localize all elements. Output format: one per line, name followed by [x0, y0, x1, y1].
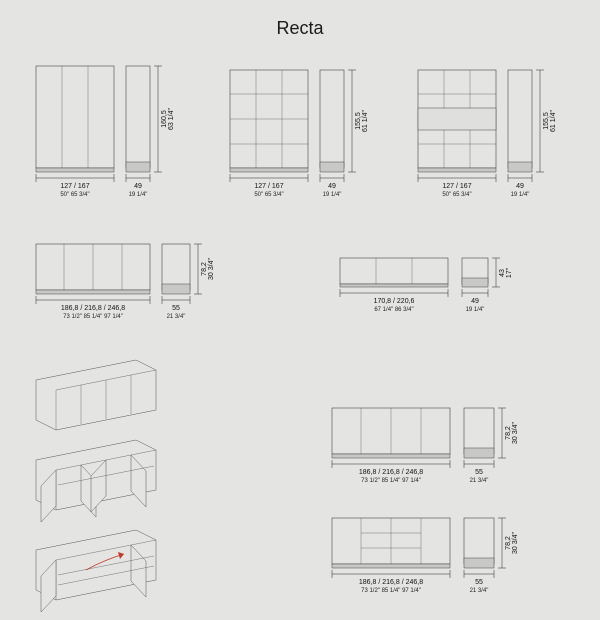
row4-side: 55 21 3/4" 78,2 30 3/4": [464, 518, 519, 594]
row2L-front: 186,8 / 216,8 / 246,8 73 1/2" 85 1/4" 97…: [36, 244, 150, 320]
row3-h-cm: 78,2: [505, 426, 512, 440]
row3-w-in: 73 1/2" 85 1/4" 97 1/4": [361, 478, 421, 484]
row1-unitB-front: 127 / 167 50" 65 3/4": [230, 70, 308, 198]
row1C-w-cm: 127 / 167: [442, 183, 471, 190]
row1C-h-cm: 155,5: [543, 112, 550, 130]
row1C-h-in: 61 1/4": [550, 110, 557, 132]
row2R-side: 49 19 1/4" 43 17": [462, 258, 513, 313]
iso-closed: [36, 360, 156, 430]
row1B-w-in: 50" 65 3/4": [254, 192, 283, 198]
row4-front: 186,8 / 216,8 / 246,8 73 1/2" 85 1/4" 97…: [332, 518, 450, 594]
row4-h-cm: 78,2: [505, 536, 512, 550]
row1A-w-cm: 127 / 167: [60, 183, 89, 190]
row1A-h-cm: 160,5: [161, 110, 168, 128]
row1A-d-in: 19 1/4": [129, 192, 148, 198]
row1-unitA-front: 127 / 167 50" 65 3/4": [36, 66, 114, 198]
row1B-d-cm: 49: [328, 183, 336, 190]
row3-w-cm: 186,8 / 216,8 / 246,8: [359, 469, 423, 476]
row2R-front: 170,8 / 220,6 67 1/4" 86 3/4": [340, 258, 448, 313]
row2L-h-in: 30 3/4": [208, 258, 215, 280]
row1B-h-cm: 155,5: [355, 112, 362, 130]
row2R-h-cm: 43: [499, 269, 506, 277]
row2L-d-cm: 55: [172, 305, 180, 312]
row1C-d-cm: 49: [516, 183, 524, 190]
row1-unitB-side: 49 19 1/4" 155,5 61 1/4": [320, 70, 369, 198]
row2L-h-cm: 78,2: [201, 262, 208, 276]
row2R-d-in: 19 1/4": [466, 307, 485, 313]
row4-w-in: 73 1/2" 85 1/4" 97 1/4": [361, 588, 421, 594]
row2R-w-cm: 170,8 / 220,6: [374, 298, 415, 305]
row1A-w-in: 50" 65 3/4": [60, 192, 89, 198]
row4-d-in: 21 3/4": [470, 588, 489, 594]
row2R-h-in: 17": [506, 267, 513, 278]
row2L-w-cm: 186,8 / 216,8 / 246,8: [61, 305, 125, 312]
row1-unitC-side: 49 19 1/4" 155,5 61 1/4": [508, 70, 557, 198]
row3-d-in: 21 3/4": [470, 478, 489, 484]
row1-unitA-side: 49 19 1/4" 160,5 63 1/4": [126, 66, 175, 198]
row4-d-cm: 55: [475, 579, 483, 586]
row1B-h-in: 61 1/4": [362, 110, 369, 132]
row3-side: 55 21 3/4" 78,2 30 3/4": [464, 408, 519, 484]
row2R-d-cm: 49: [471, 298, 479, 305]
row4-w-cm: 186,8 / 216,8 / 246,8: [359, 579, 423, 586]
row1B-w-cm: 127 / 167: [254, 183, 283, 190]
row1C-w-in: 50" 65 3/4": [442, 192, 471, 198]
row3-front: 186,8 / 216,8 / 246,8 73 1/2" 85 1/4" 97…: [332, 408, 450, 484]
row1-unitC-front: 127 / 167 50" 65 3/4": [418, 70, 496, 198]
row2L-w-in: 73 1/2" 85 1/4" 97 1/4": [63, 314, 123, 320]
row2R-w-in: 67 1/4" 86 3/4": [374, 307, 413, 313]
iso-open-doors: [36, 440, 156, 522]
row1A-h-in: 63 1/4": [168, 108, 175, 130]
row2L-d-in: 21 3/4": [167, 314, 186, 320]
row3-d-cm: 55: [475, 469, 483, 476]
iso-open-accent: [36, 530, 156, 612]
row4-h-in: 30 3/4": [512, 532, 519, 554]
row1C-d-in: 19 1/4": [511, 192, 530, 198]
row1B-d-in: 19 1/4": [323, 192, 342, 198]
row3-h-in: 30 3/4": [512, 422, 519, 444]
row1A-d-cm: 49: [134, 183, 142, 190]
diagram-canvas: 127 / 167 50" 65 3/4" 49 19 1/4" 160,5 6…: [0, 0, 600, 620]
row2L-side: 55 21 3/4" 78,2 30 3/4": [162, 244, 215, 320]
